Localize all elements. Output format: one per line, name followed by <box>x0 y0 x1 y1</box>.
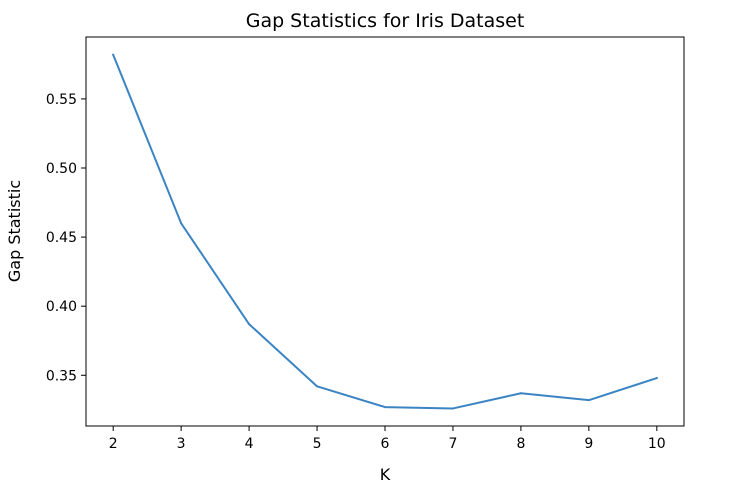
x-tick-label: 8 <box>516 436 525 452</box>
x-tick-label: 7 <box>448 436 457 452</box>
series-points <box>112 53 658 410</box>
y-tick-label: 0.40 <box>46 299 77 315</box>
x-tick-label: 4 <box>245 436 254 452</box>
y-tick-label: 0.50 <box>46 161 77 177</box>
data-point-k-6 <box>384 406 386 409</box>
data-point-k-8 <box>519 392 522 395</box>
y-axis-label: Gap Statistic <box>5 180 24 282</box>
x-tick-label: 3 <box>177 436 186 452</box>
x-tick-label: 10 <box>648 436 666 452</box>
x-axis-label: K <box>380 465 391 484</box>
data-point-k-10 <box>655 377 658 380</box>
x-tick-label: 9 <box>584 436 593 452</box>
data-point-k-4 <box>248 323 251 326</box>
x-tick-label: 5 <box>313 436 322 452</box>
plot-area-frame <box>85 36 685 427</box>
x-tick-label: 6 <box>381 436 390 452</box>
y-tick-label: 0.35 <box>46 368 77 384</box>
y-tick-label: 0.45 <box>46 230 77 246</box>
chart-title: Gap Statistics for Iris Dataset <box>246 10 525 32</box>
x-tick-label: 2 <box>109 436 118 452</box>
data-point-k-3 <box>180 222 183 225</box>
data-point-k-2 <box>112 53 115 56</box>
x-axis: 2 3 4 5 6 7 8 9 10 <box>109 426 666 452</box>
data-point-k-9 <box>587 399 590 402</box>
data-point-k-5 <box>316 385 319 388</box>
series-line-gap-statistic <box>112 53 658 410</box>
y-tick-label: 0.55 <box>46 92 77 108</box>
data-point-k-7 <box>451 407 454 410</box>
y-axis: 0.35 0.40 0.45 0.50 0.55 <box>46 92 86 384</box>
